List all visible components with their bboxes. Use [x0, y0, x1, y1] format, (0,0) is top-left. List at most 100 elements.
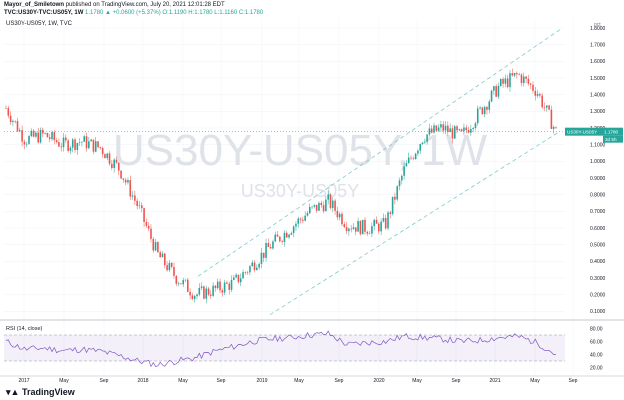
- candle-body: [532, 84, 534, 91]
- candle-body: [71, 139, 74, 148]
- candle-body: [449, 128, 451, 133]
- rsi-band: [4, 335, 565, 361]
- candle-body: [214, 285, 217, 289]
- candle-body: [16, 121, 19, 132]
- candle-body: [417, 150, 419, 154]
- candle-body: [207, 288, 210, 295]
- candle-body: [306, 213, 309, 216]
- time-tick-label: 2019: [256, 378, 267, 384]
- candle-body: [463, 127, 465, 132]
- candle-body: [25, 143, 28, 145]
- candle-body: [55, 140, 58, 143]
- grid-lines: [4, 18, 574, 376]
- candle-body: [447, 125, 449, 133]
- channel-upper: [197, 29, 561, 277]
- candle-body: [545, 105, 548, 108]
- candle-body: [407, 157, 410, 164]
- candles: [5, 68, 557, 304]
- candle-body: [269, 246, 272, 249]
- tradingview-logo[interactable]: ▾▲ TradingView: [6, 387, 75, 398]
- candle-body: [260, 252, 263, 264]
- candle-body: [161, 253, 164, 258]
- time-tick-label: May: [412, 378, 422, 384]
- rsi-tick-label: 60.00: [590, 339, 603, 345]
- candle-body: [152, 238, 155, 251]
- candle-body: [472, 127, 474, 130]
- candle-body: [274, 234, 277, 242]
- candle-body: [511, 73, 514, 76]
- price-tick-label: 1.8000: [590, 26, 606, 32]
- candle-body: [428, 128, 431, 135]
- candle-body: [486, 106, 488, 110]
- time-axis: 2017 May Sep 2018 May Sep 2019 May Sep 2020 May Sep…: [0, 375, 624, 384]
- candle-body: [90, 139, 92, 142]
- price-tag-countdown: 3d 5h: [605, 137, 617, 142]
- candle-body: [476, 108, 479, 124]
- candle-body: [525, 76, 527, 79]
- candle-body: [410, 157, 412, 159]
- candle-body: [391, 196, 394, 214]
- candle-body: [265, 243, 267, 258]
- candle-body: [106, 153, 109, 159]
- candle-body: [520, 74, 523, 84]
- candle-body: [5, 108, 7, 109]
- candle-body: [534, 90, 537, 96]
- candle-body: [380, 221, 382, 232]
- candle-body: [495, 86, 497, 97]
- logo-text: TradingView: [21, 387, 75, 397]
- candle-body: [97, 141, 99, 148]
- candle-body: [210, 294, 212, 296]
- candle-body: [405, 163, 408, 167]
- candle-body: [258, 263, 260, 268]
- candle-body: [99, 147, 102, 149]
- candle-body: [394, 196, 396, 200]
- time-tick-label: 2020: [373, 378, 384, 384]
- price-tag: US30Y-US05Y 1.1780 3d 5h: [565, 127, 623, 143]
- time-tick-label: May: [530, 378, 540, 384]
- candle-body: [460, 129, 463, 132]
- candle-body: [302, 219, 304, 221]
- candle-body: [359, 221, 362, 235]
- candle-body: [479, 107, 481, 109]
- candle-body: [226, 282, 228, 284]
- candle-body: [32, 130, 35, 137]
- candle-body: [88, 141, 90, 149]
- candle-body: [548, 105, 550, 110]
- candle-body: [147, 225, 150, 229]
- candle-body: [233, 277, 235, 280]
- time-tick-label: May: [294, 378, 304, 384]
- candle-body: [421, 142, 424, 145]
- time-tick-label: May: [59, 378, 69, 384]
- candle-body: [465, 127, 468, 131]
- candle-body: [111, 163, 113, 168]
- candle-body: [378, 223, 380, 232]
- candle-body: [191, 295, 194, 299]
- candle-body: [219, 281, 221, 291]
- price-tick-label: 1.0000: [590, 159, 606, 165]
- candle-body: [387, 212, 389, 229]
- candle-body: [352, 227, 355, 230]
- candle-body: [283, 232, 286, 242]
- candle-body: [37, 132, 40, 143]
- candle-body: [51, 132, 53, 140]
- candle-body: [239, 278, 242, 283]
- author-name[interactable]: Mayor_of_Smiletown: [4, 2, 65, 8]
- price-tick-label: 1.7000: [590, 42, 606, 48]
- candle-body: [474, 123, 477, 128]
- price-tick-label: 0.6000: [590, 226, 606, 232]
- candle-body: [246, 272, 249, 273]
- candle-body: [384, 217, 387, 229]
- candle-body: [58, 142, 60, 147]
- candle-body: [539, 93, 541, 96]
- candle-body: [426, 134, 428, 142]
- candle-body: [244, 272, 247, 273]
- rsi-tick-label: 20.00: [590, 365, 603, 371]
- candle-body: [200, 286, 203, 288]
- price-axis: 0.1000 0.2000 0.3000 0.4000 0.5000 0.6000 0.70…: [590, 26, 606, 315]
- candle-body: [543, 107, 546, 108]
- candle-body: [154, 242, 157, 251]
- candle-body: [62, 137, 65, 148]
- rsi-pane: 20.00 40.00 60.00 80.00: [4, 326, 603, 371]
- candle-body: [276, 234, 279, 237]
